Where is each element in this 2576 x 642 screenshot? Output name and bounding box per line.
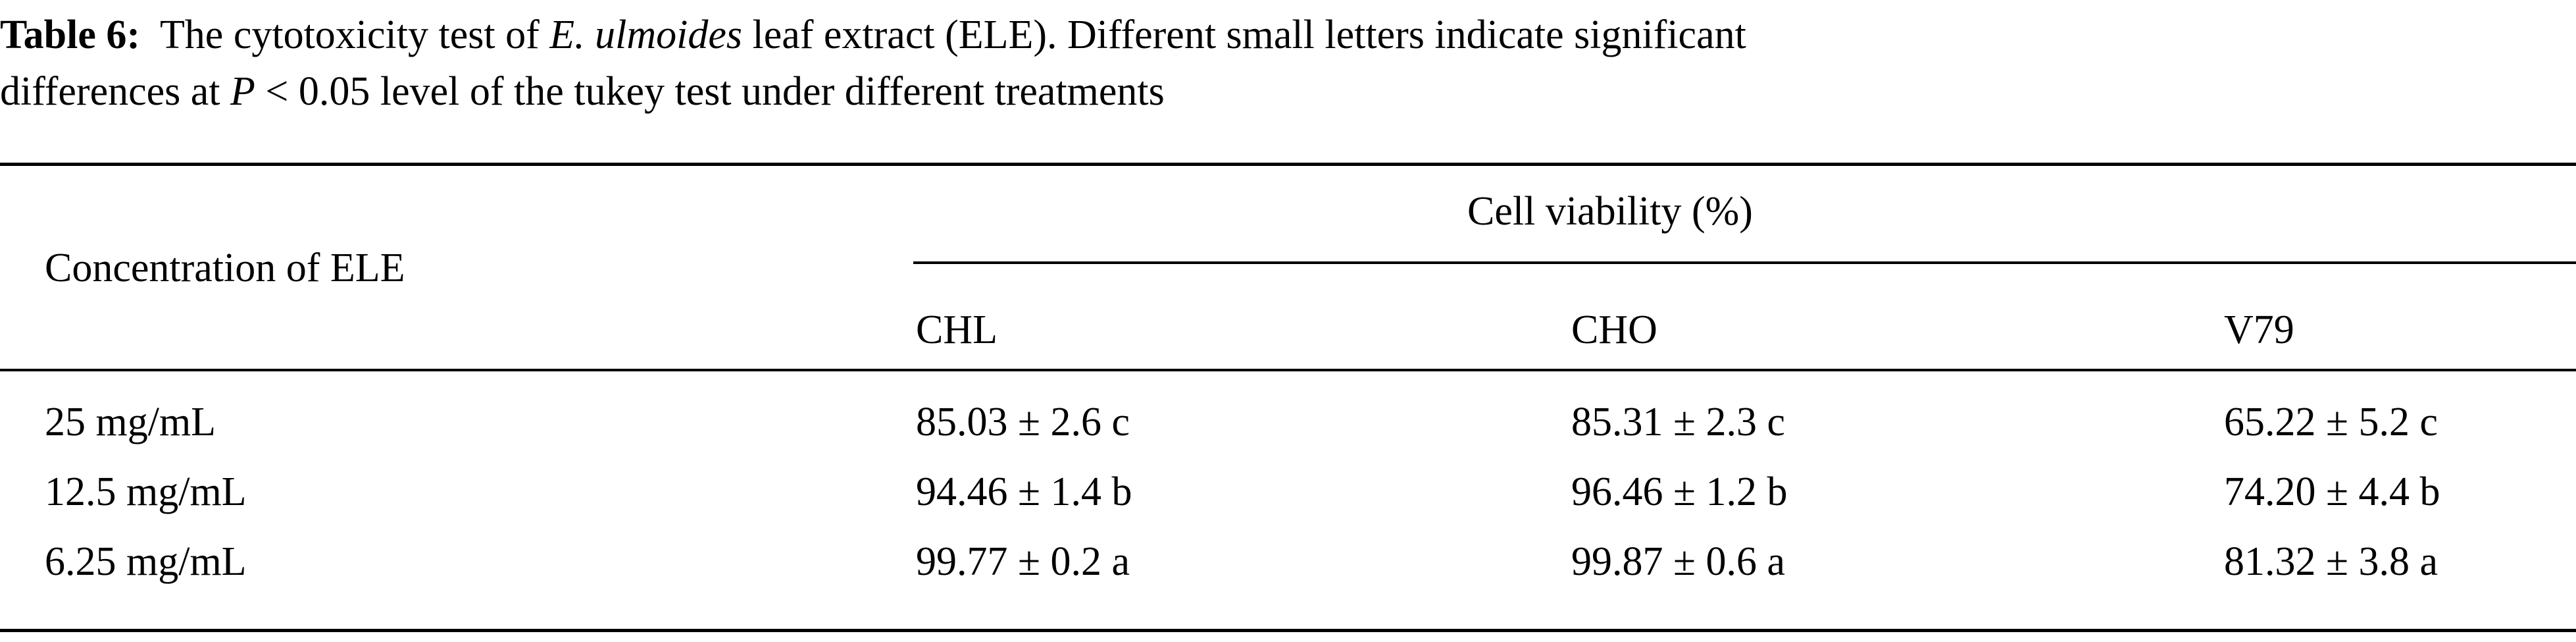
row-concentration: 12.5 mg/mL — [45, 469, 247, 514]
cell-v79: 74.20 ± 4.4 b — [2224, 469, 2440, 514]
cell-chl: 85.03 ± 2.6 c — [916, 400, 1130, 444]
header-rule — [0, 369, 2576, 371]
cell-cho: 85.31 ± 2.3 c — [1571, 400, 1786, 444]
table-caption-line-2: differences at P < 0.05 level of the tuk… — [0, 71, 1165, 112]
table-caption-line-1: Table 6: The cytotoxicity test of E. ulm… — [0, 14, 1746, 55]
p-symbol: P — [230, 69, 255, 114]
column-header-v79: V79 — [2224, 308, 2294, 352]
row-header: Concentration of ELE — [45, 246, 405, 290]
group-rule — [913, 261, 2576, 264]
top-rule — [0, 163, 2576, 166]
cell-v79: 65.22 ± 5.2 c — [2224, 400, 2438, 444]
bottom-rule — [0, 629, 2576, 632]
cell-cho: 96.46 ± 1.2 b — [1571, 469, 1788, 514]
column-header-chl: CHL — [916, 308, 998, 352]
cell-cho: 99.87 ± 0.6 a — [1571, 539, 1786, 584]
row-concentration: 6.25 mg/mL — [45, 539, 247, 584]
row-concentration: 25 mg/mL — [45, 400, 216, 444]
caption-text: < 0.05 level of the tukey test under dif… — [255, 69, 1165, 114]
table-label: Table 6: — [0, 13, 141, 57]
column-header-cho: CHO — [1571, 308, 1657, 352]
group-header: Cell viability (%) — [1467, 189, 1753, 234]
caption-text: leaf extract (ELE). Different small lett… — [742, 13, 1746, 57]
cell-v79: 81.32 ± 3.8 a — [2224, 539, 2438, 584]
cell-chl: 94.46 ± 1.4 b — [916, 469, 1132, 514]
caption-text: The cytotoxicity test of — [159, 13, 550, 57]
caption-text: differences at — [0, 69, 230, 114]
species-name: E. ulmoides — [549, 13, 742, 57]
cell-chl: 99.77 ± 0.2 a — [916, 539, 1130, 584]
